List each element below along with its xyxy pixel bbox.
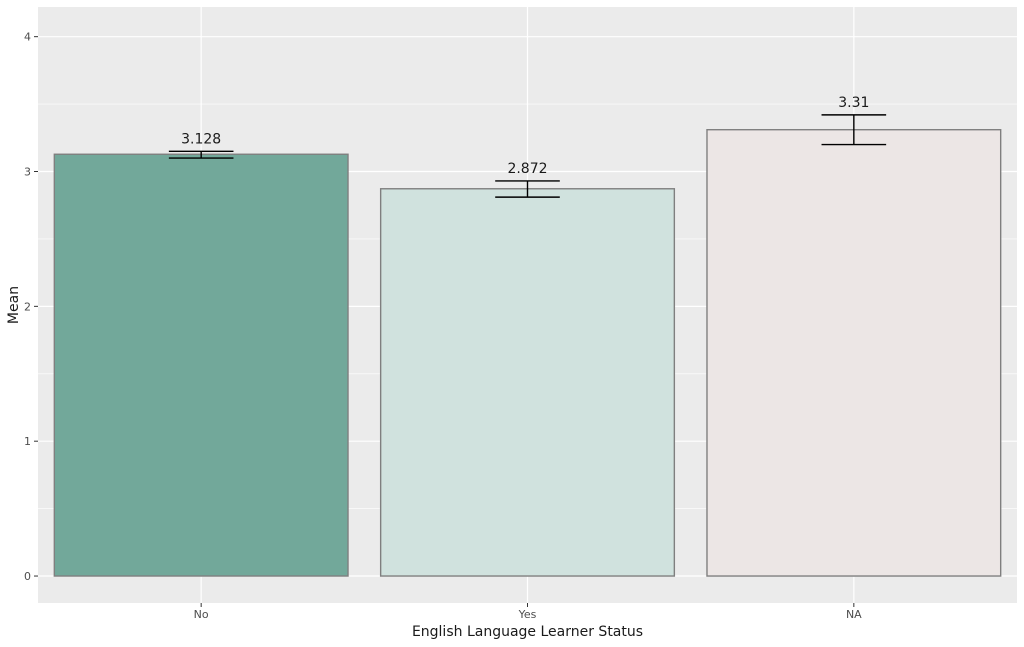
error-bars	[168, 114, 887, 198]
data-label-na: 3.31	[838, 95, 869, 111]
error-bar-yes	[495, 180, 560, 198]
y-tick-label: 3	[24, 166, 31, 179]
data-label-no: 3.128	[181, 131, 221, 147]
x-axis: No Yes NA	[194, 603, 862, 621]
y-tick-label: 1	[24, 435, 31, 448]
y-axis: 0 1 2 3 4	[24, 31, 38, 583]
error-bar-no	[168, 150, 234, 159]
y-tick-label: 0	[24, 570, 31, 583]
bars	[53, 129, 1002, 577]
y-tick-label: 4	[24, 31, 31, 44]
x-tick-label-na: NA	[846, 608, 862, 621]
bar-na	[706, 129, 1002, 577]
error-bar-na	[821, 114, 887, 146]
x-tick-label-no: No	[194, 608, 209, 621]
x-tick-label-yes: Yes	[518, 608, 537, 621]
y-tick-label: 2	[24, 300, 31, 313]
data-label-yes: 2.872	[507, 161, 547, 177]
y-axis-title: Mean	[6, 286, 22, 324]
data-labels: 3.128 2.872 3.31	[181, 95, 869, 177]
bar-yes	[379, 188, 676, 577]
x-axis-title: English Language Learner Status	[412, 624, 643, 640]
bar-no	[53, 153, 349, 577]
